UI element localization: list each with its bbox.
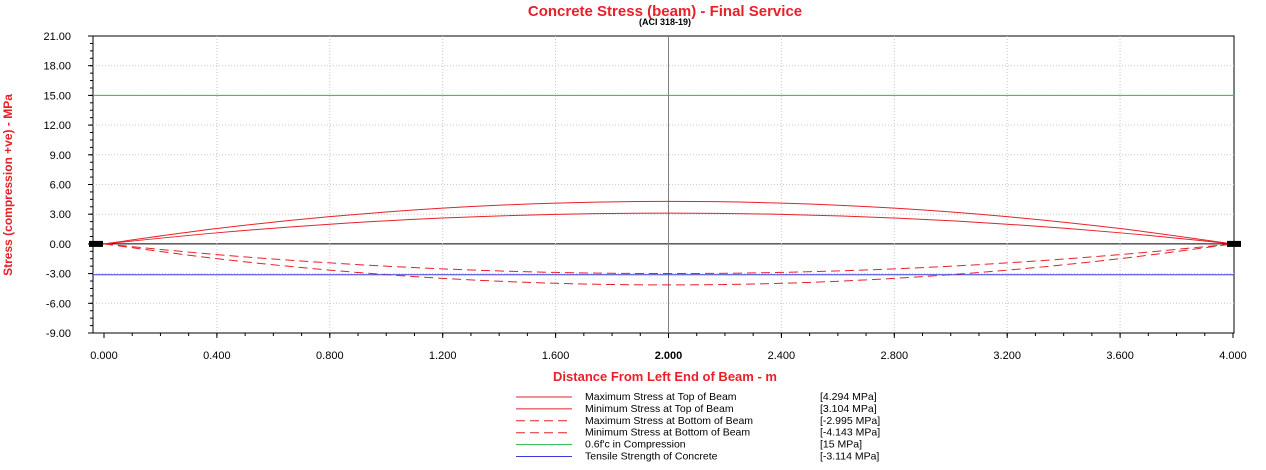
axis-ticks: 21.00 18.00 15.00 12.00 9.00 6.00 3.00 0.00 -3.0… (43, 31, 1246, 362)
legend-label: Maximum Stress at Bottom of Beam (585, 415, 753, 427)
legend-label: Tensile Strength of Concrete (585, 451, 718, 463)
series-line-1 (103, 212, 1234, 245)
x-tick-label: 2.800 (881, 350, 909, 362)
left-support-marker (89, 240, 103, 247)
chart-title: Concrete Stress (beam) - Final Service (528, 3, 802, 20)
series-line-0 (103, 200, 1234, 245)
x-tick-label: 2.000 (655, 350, 683, 362)
y-tick-label: 18.00 (43, 61, 71, 73)
y-tick-label: -9.00 (46, 328, 71, 340)
y-tick-label: 3.00 (50, 209, 71, 221)
right-support-marker (1227, 240, 1241, 247)
x-tick-label: 1.200 (429, 350, 457, 362)
x-tick-label: 0.400 (203, 350, 231, 362)
y-tick-label: 6.00 (50, 180, 71, 192)
y-tick-label: -6.00 (46, 298, 71, 310)
x-tick-label: 0.000 (90, 350, 118, 362)
x-tick-label: 3.600 (1106, 350, 1134, 362)
series-line-2 (103, 243, 1234, 275)
x-tick-label: 4.000 (1219, 350, 1247, 362)
x-tick-label: 0.800 (316, 350, 344, 362)
series-lines (93, 94, 1234, 286)
legend-value: [-4.143 MPa] (820, 427, 880, 439)
y-tick-label: 21.00 (43, 31, 71, 43)
x-tick-label: 3.200 (993, 350, 1021, 362)
y-tick-label: 15.00 (43, 90, 71, 102)
chart-subtitle: (ACI 318-19) (639, 17, 691, 27)
legend-value: [4.294 MPa] (820, 391, 877, 403)
legend-label: Minimum Stress at Bottom of Beam (585, 427, 750, 439)
y-tick-label: 9.00 (50, 150, 71, 162)
x-tick-label: 1.600 (542, 350, 570, 362)
legend-value: [15 MPa] (820, 439, 862, 451)
y-tick-label: -3.00 (46, 269, 71, 281)
legend-value: [-2.995 MPa] (820, 415, 880, 427)
legend-value: [3.104 MPa] (820, 403, 877, 415)
legend-value: [-3.114 MPa] (820, 451, 879, 463)
legend-label: Maximum Stress at Top of Beam (585, 391, 737, 403)
x-tick-label: 2.400 (768, 350, 796, 362)
legend: Maximum Stress at Top of Beam [4.294 MPa]… (516, 391, 880, 463)
legend-label: Minimum Stress at Top of Beam (585, 403, 734, 415)
y-tick-label: 0.00 (50, 239, 71, 251)
legend-label: 0.6f'c in Compression (585, 439, 686, 451)
beam-supports (89, 240, 1241, 247)
y-axis-title: Stress (compression +ve) - MPa (1, 94, 15, 276)
x-axis-title: Distance From Left End of Beam - m (553, 369, 777, 384)
y-tick-label: 12.00 (43, 120, 71, 132)
series-line-3 (103, 243, 1234, 286)
